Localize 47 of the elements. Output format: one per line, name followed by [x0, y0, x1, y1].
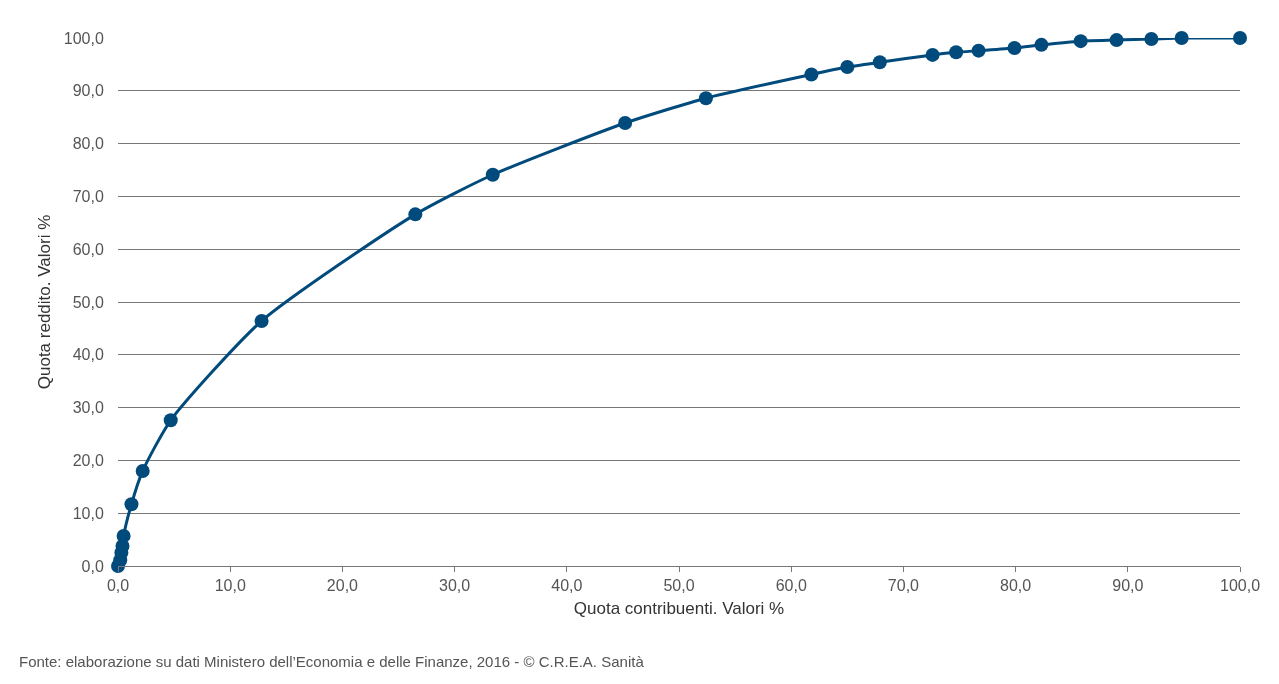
point — [971, 43, 986, 58]
point — [1233, 31, 1247, 45]
y-tick-label: 40,0 — [72, 346, 104, 364]
x-tick-label: 30,0 — [439, 577, 471, 595]
point — [840, 60, 855, 75]
y-tick-label: 30,0 — [72, 399, 104, 417]
point — [698, 91, 713, 106]
point — [1174, 31, 1189, 45]
source-note: Fonte: elaborazione su dati Ministero dell’Economia e delle Finanze, 2016 - © C.R.E.A. Sanità — [19, 653, 645, 670]
x-tick-label: 0,0 — [106, 577, 130, 595]
point — [949, 45, 964, 60]
y-axis-title: Quota reddito. Valori % — [35, 214, 55, 390]
x-tick-label: 90,0 — [1112, 577, 1144, 595]
point — [1073, 34, 1088, 49]
x-tick-label: 100,0 — [1219, 577, 1261, 595]
point — [116, 528, 131, 543]
y-tick-label: 90,0 — [72, 82, 104, 100]
point — [408, 207, 423, 222]
point — [1034, 37, 1049, 52]
y-tick-label: 20,0 — [72, 452, 104, 469]
x-tick-label: 60,0 — [775, 577, 807, 595]
y-tick-label: 50,0 — [72, 293, 104, 311]
x-tick-label: 80,0 — [1000, 577, 1032, 595]
x-tick-label: 10,0 — [214, 577, 246, 595]
x-axis-title: Quota contribuenti. Valori % — [573, 598, 785, 618]
y-tick-label: 60,0 — [72, 240, 104, 258]
y-tick-label: 10,0 — [72, 504, 104, 522]
x-tick-label: 20,0 — [326, 577, 359, 595]
y-tick-label: 80,0 — [72, 135, 104, 153]
point — [804, 67, 819, 82]
y-tick-label: 70,0 — [72, 188, 104, 205]
point — [1007, 41, 1022, 56]
point — [1109, 33, 1124, 48]
point — [618, 116, 633, 130]
point — [872, 55, 887, 70]
point — [925, 47, 940, 62]
point — [163, 413, 178, 428]
y-tick-label: 0,0 — [81, 557, 104, 575]
x-tick-label: 50,0 — [663, 577, 695, 595]
point — [1144, 32, 1159, 47]
x-tick-label: 40,0 — [551, 577, 583, 595]
x-tick-label: 70,0 — [887, 577, 920, 595]
point — [254, 314, 269, 328]
point — [135, 463, 150, 478]
point — [485, 167, 500, 182]
point — [124, 497, 139, 512]
y-tick-label: 100,0 — [63, 29, 104, 47]
